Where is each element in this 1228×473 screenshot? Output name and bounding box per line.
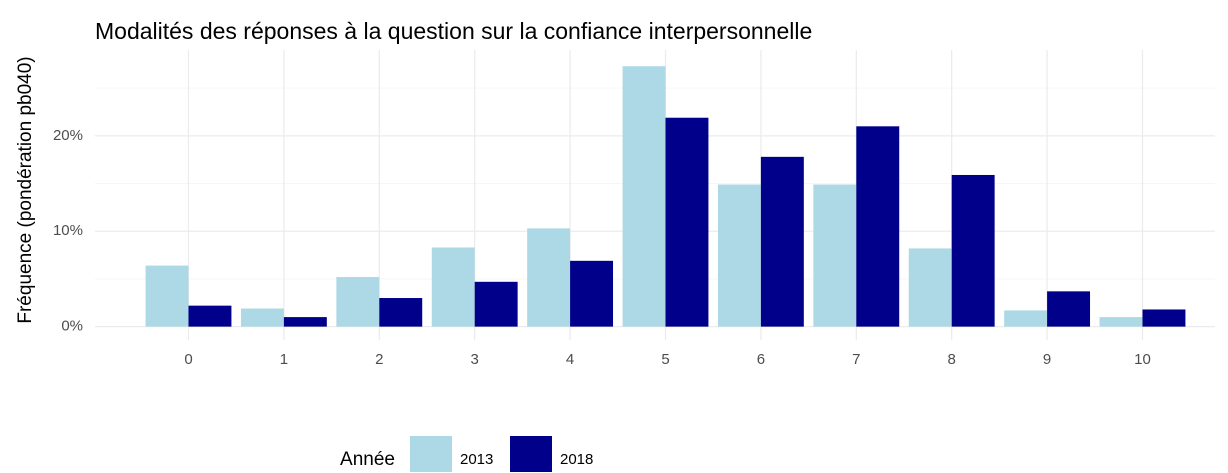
x-tick-label: 6: [757, 351, 765, 368]
bar: [665, 117, 709, 327]
legend-label: 2018: [560, 451, 593, 468]
y-tick-label: 20%: [53, 127, 83, 144]
bar: [431, 247, 475, 327]
bar: [760, 156, 804, 327]
x-tick-label: 10: [1134, 351, 1151, 368]
x-tick-label: 2: [375, 351, 383, 368]
y-tick-label: 10%: [53, 222, 83, 239]
x-tick-label: 0: [184, 351, 192, 368]
bar: [188, 305, 232, 327]
legend-label: 2013: [460, 451, 493, 468]
bar: [951, 174, 995, 327]
bar: [1142, 309, 1186, 327]
x-tick-label: 8: [948, 351, 956, 368]
x-tick-label: 5: [661, 351, 669, 368]
x-tick-label: 3: [471, 351, 479, 368]
bar: [622, 66, 666, 327]
y-tick-label: 0%: [61, 318, 83, 335]
bar: [283, 317, 327, 327]
bar: [570, 260, 614, 327]
x-tick-label: 1: [280, 351, 288, 368]
bar: [145, 265, 189, 327]
bar: [527, 228, 571, 327]
legend-key: [510, 436, 552, 472]
bar: [717, 184, 761, 327]
legend-title: Année: [340, 449, 395, 470]
bar: [474, 281, 518, 327]
x-tick-label: 9: [1043, 351, 1051, 368]
bar: [1099, 317, 1143, 327]
bar: [856, 126, 900, 327]
bar: [240, 308, 284, 327]
x-tick-label: 4: [566, 351, 574, 368]
bar: [1047, 291, 1091, 327]
chart-title: Modalités des réponses à la question sur…: [95, 18, 812, 44]
bar: [1004, 310, 1048, 327]
x-tick-label: 7: [852, 351, 860, 368]
bar: [908, 248, 952, 327]
bar: [379, 298, 423, 327]
bar: [336, 277, 380, 327]
y-axis-label: Fréquence (pondération pb040): [15, 56, 36, 323]
legend-key: [410, 436, 452, 472]
bar: [813, 184, 857, 327]
